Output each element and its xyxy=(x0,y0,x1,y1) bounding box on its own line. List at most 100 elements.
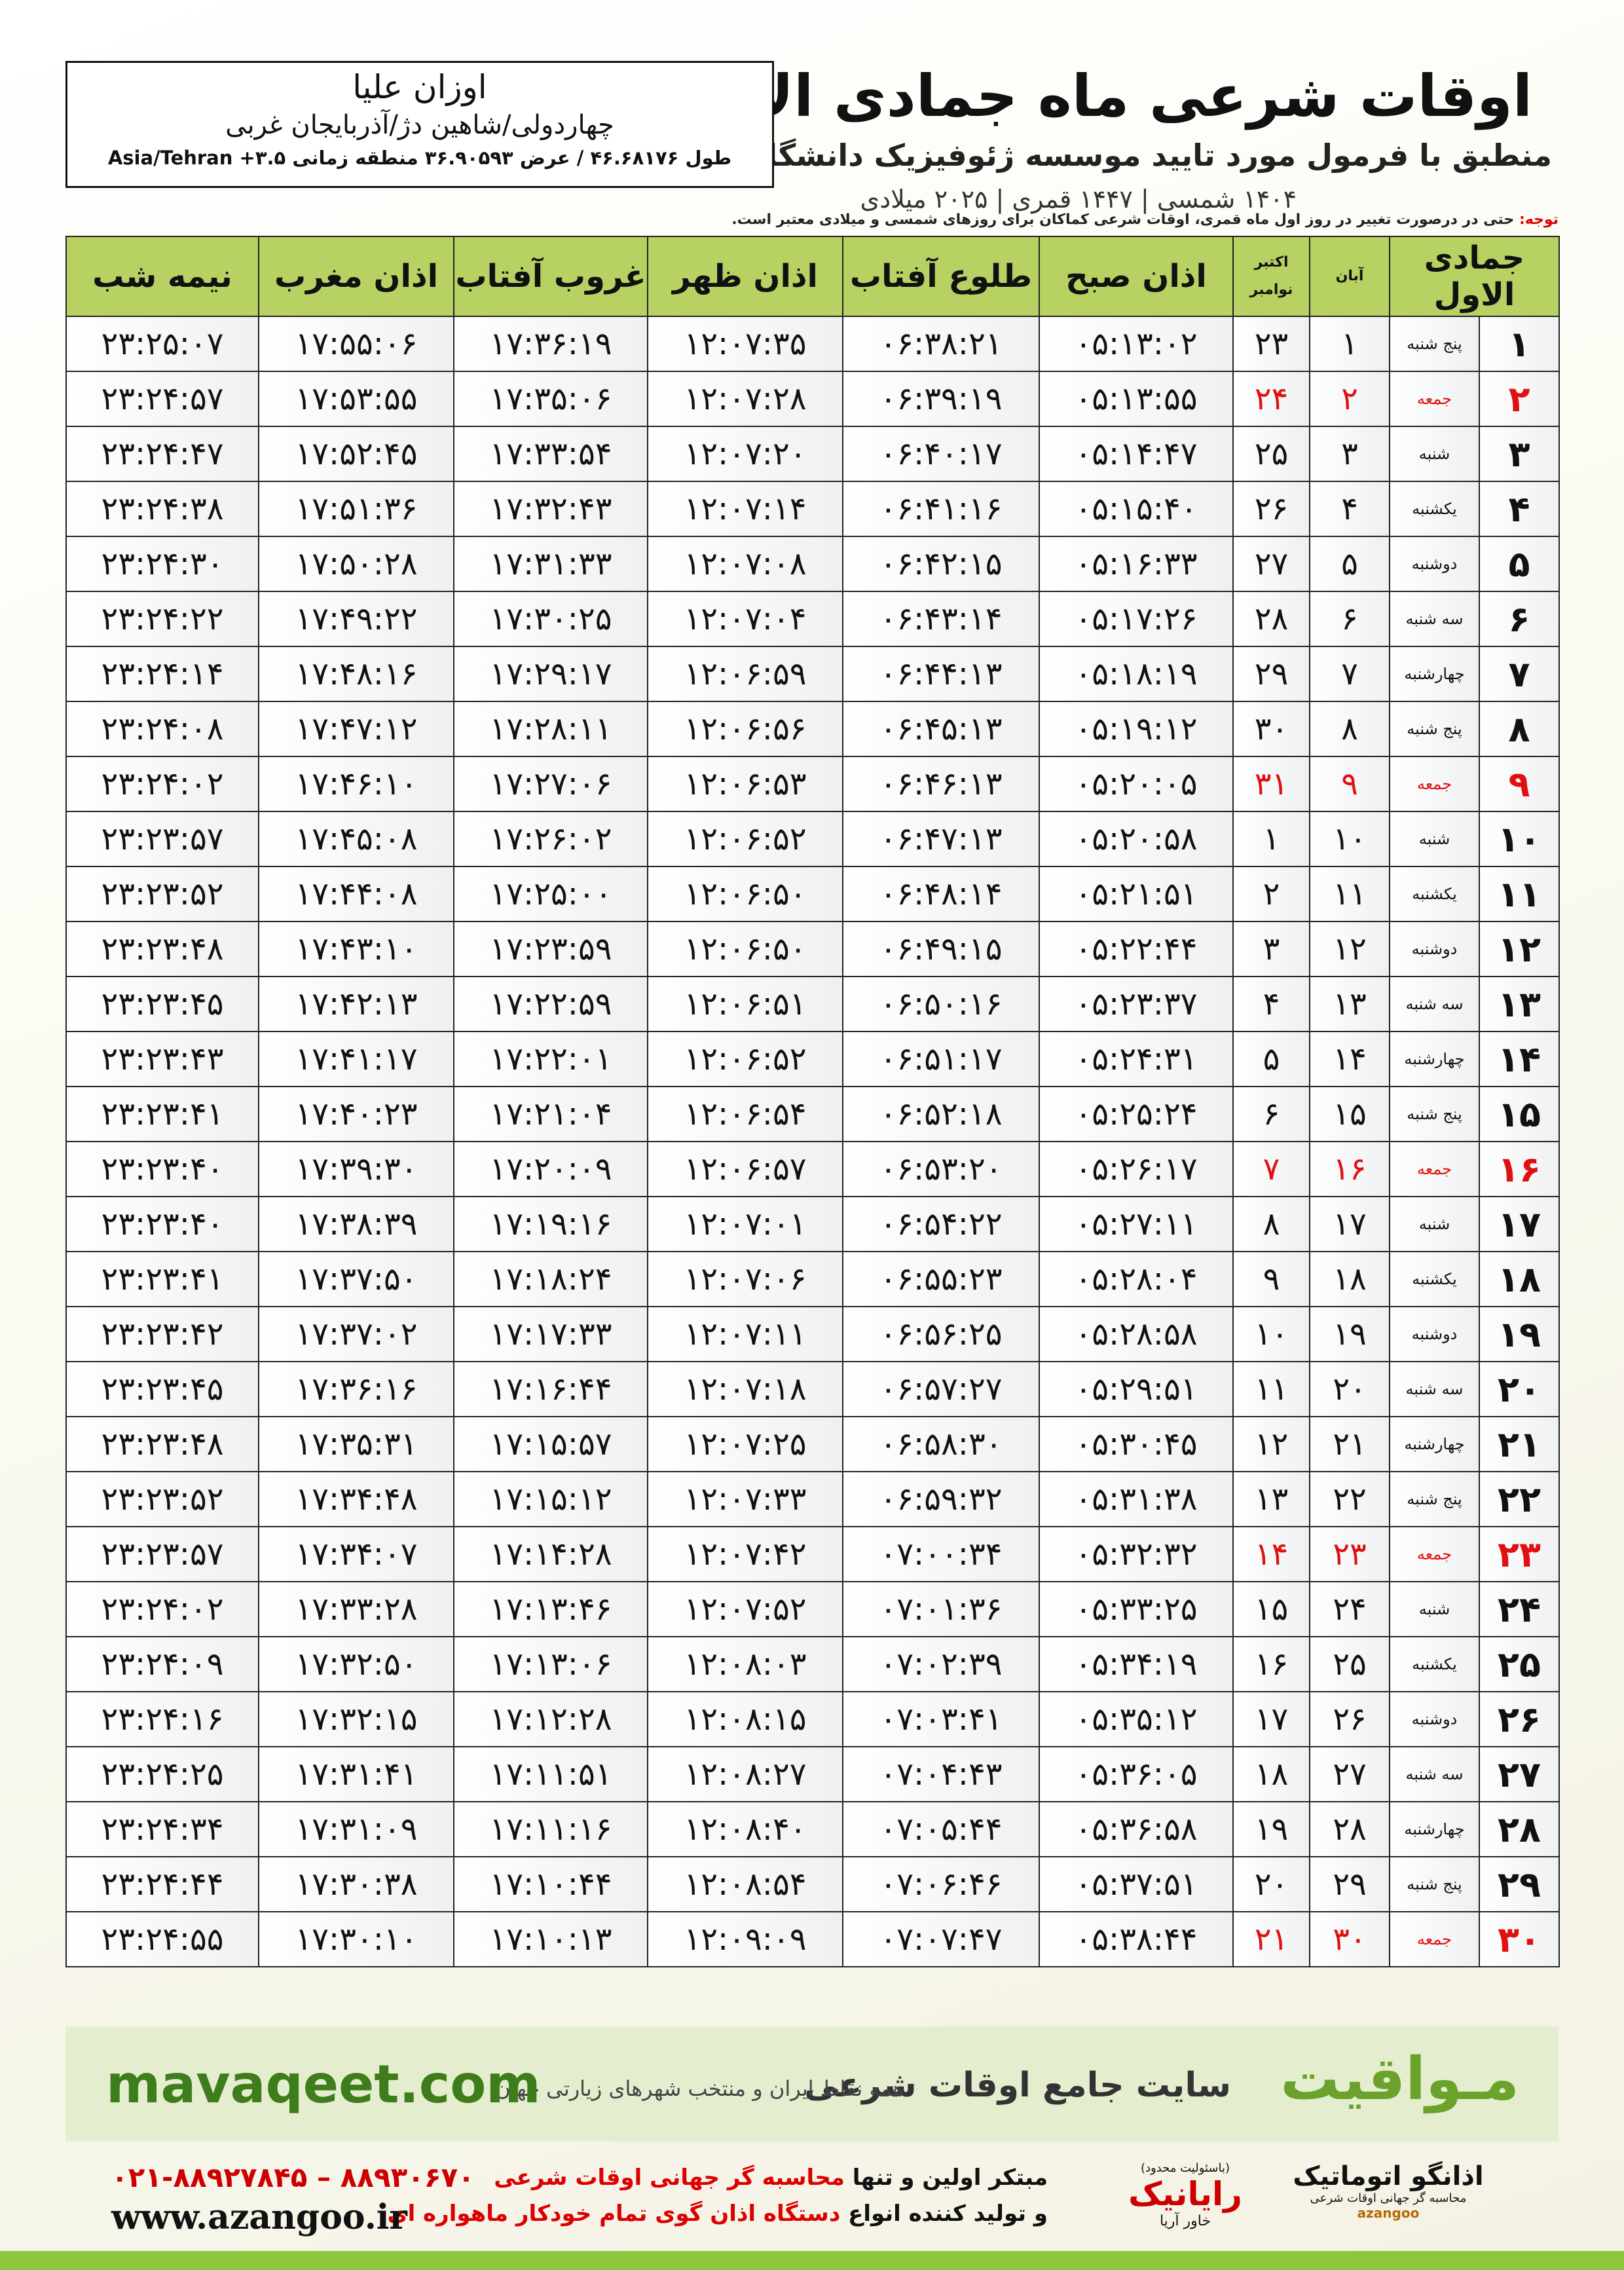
table-cell: ۲۲ xyxy=(1479,1471,1560,1527)
table-cell: ۶ xyxy=(1309,591,1390,647)
table-cell: جمعه xyxy=(1389,1141,1480,1197)
table-cell: ۰۵:۱۵:۴۰ xyxy=(1039,481,1234,537)
table-cell: ۱۲:۰۶:۵۲ xyxy=(647,1031,843,1087)
website[interactable]: www.azangoo.ir xyxy=(111,2197,407,2237)
table-cell: ۲۳ xyxy=(1232,316,1310,372)
table-cell: ۰۵:۱۳:۰۲ xyxy=(1039,316,1234,372)
table-cell: ۲۳:۲۴:۰۲ xyxy=(65,1581,259,1637)
table-cell: ۱۰ xyxy=(1309,811,1390,867)
table-row: ۵ دوشنبه ۵ ۲۷ ۰۵:۱۶:۳۳ ۰۶:۴۲:۱۵ ۱۲:۰۷:۰۸ ۱۷:۳۱:… xyxy=(65,536,1560,592)
table-cell: ۰۶:۵۵:۲۳ xyxy=(842,1251,1040,1307)
table-cell: ۰۶:۴۶:۱۳ xyxy=(842,756,1040,812)
table-cell: ۱۲ xyxy=(1309,921,1390,977)
table-cell: ۵ xyxy=(1232,1031,1310,1087)
region: چهاردولی/شاهین دژ/آذربایجان غربی xyxy=(225,110,614,140)
table-cell: ۱۷ xyxy=(1232,1691,1310,1747)
table-row: ۲۲ پنج شنبه ۲۲ ۱۳ ۰۵:۳۱:۳۸ ۰۶:۵۹:۳۲ ۱۲:۰۷:۳۳ ۱۷… xyxy=(65,1471,1560,1527)
table-cell: چهارشنبه xyxy=(1389,1801,1480,1857)
table-row: ۱۳ سه شنبه ۱۳ ۴ ۰۵:۲۳:۳۷ ۰۶:۵۰:۱۶ ۱۲:۰۶:۵۱ ۱۷:۲… xyxy=(65,976,1560,1032)
table-cell: ۱۷:۵۳:۵۵ xyxy=(258,371,454,427)
table-cell: ۱۹ xyxy=(1232,1801,1310,1857)
table-cell: ۰۶:۵۶:۲۵ xyxy=(842,1306,1040,1362)
table-cell: ۹ xyxy=(1479,756,1560,812)
table-row: ۲۱ چهارشنبه ۲۱ ۱۲ ۰۵:۳۰:۴۵ ۰۶:۵۸:۳۰ ۱۲:۰۷:۲۵ ۱۷… xyxy=(65,1416,1560,1472)
table-cell: ۰۶:۵۱:۱۷ xyxy=(842,1031,1040,1087)
note-label: توجه: xyxy=(1519,212,1559,228)
table-cell: ۱۷:۱۵:۵۷ xyxy=(453,1416,648,1472)
table-cell: ۲۳:۲۳:۴۰ xyxy=(65,1196,259,1252)
table-cell: ۲۳:۲۳:۵۷ xyxy=(65,811,259,867)
table-cell: ۰۶:۴۵:۱۳ xyxy=(842,701,1040,757)
table-row: ۳ شنبه ۳ ۲۵ ۰۵:۱۴:۴۷ ۰۶:۴۰:۱۷ ۱۲:۰۷:۲۰ ۱۷:۳۳:۵۴… xyxy=(65,426,1560,482)
table-cell: ۲۳:۲۳:۴۱ xyxy=(65,1251,259,1307)
table-cell: ۰۶:۴۴:۱۳ xyxy=(842,646,1040,702)
table-cell: ۰۶:۴۲:۱۵ xyxy=(842,536,1040,592)
table-cell: ۰۶:۵۹:۳۲ xyxy=(842,1471,1040,1527)
table-cell: ۲۶ xyxy=(1309,1691,1390,1747)
table-cell: جمعه xyxy=(1389,371,1480,427)
table-row: ۶ سه شنبه ۶ ۲۸ ۰۵:۱۷:۲۶ ۰۶:۴۳:۱۴ ۱۲:۰۷:۰۴ ۱۷:۳۰… xyxy=(65,591,1560,647)
table-cell: پنج شنبه xyxy=(1389,1086,1480,1142)
table-cell: ۲۳:۲۳:۴۵ xyxy=(65,1361,259,1417)
table-cell: ۲۳:۲۴:۰۲ xyxy=(65,756,259,812)
banner-slogan: سایت جامع اوقات شرعی xyxy=(804,2066,1231,2105)
table-cell: ۱۲:۰۶:۵۱ xyxy=(647,976,843,1032)
table-cell: ۲۸ xyxy=(1479,1801,1560,1857)
table-cell: ۲۳:۲۳:۴۲ xyxy=(65,1306,259,1362)
table-cell: ۰۶:۴۷:۱۳ xyxy=(842,811,1040,867)
table-cell: سه شنبه xyxy=(1389,591,1480,647)
table-cell: ۱۷:۴۹:۲۲ xyxy=(258,591,454,647)
table-cell: ۱۲:۰۶:۵۰ xyxy=(647,921,843,977)
banner-url[interactable]: mavaqeet.com xyxy=(106,2054,541,2115)
table-cell: یکشنبه xyxy=(1389,866,1480,922)
table-cell: ۰۶:۴۰:۱۷ xyxy=(842,426,1040,482)
table-cell: ۱۲:۰۶:۵۲ xyxy=(647,811,843,867)
table-cell: ۱۷:۱۳:۴۶ xyxy=(453,1581,648,1637)
brand-note: (باسئولیت محدود) xyxy=(1140,2161,1230,2175)
table-row: ۳۰ جمعه ۳۰ ۲۱ ۰۵:۳۸:۴۴ ۰۷:۰۷:۴۷ ۱۲:۰۹:۰۹ ۱۷:۱۰:… xyxy=(65,1911,1560,1967)
table-cell: ۱۷ xyxy=(1479,1196,1560,1252)
table-cell: ۳۱ xyxy=(1232,756,1310,812)
table-cell: ۸ xyxy=(1232,1196,1310,1252)
table-cell: شنبه xyxy=(1389,1196,1480,1252)
header-cell: اذان صبح xyxy=(1039,236,1234,317)
table-cell: ۱۹ xyxy=(1309,1306,1390,1362)
table-cell: ۲۴ xyxy=(1309,1581,1390,1637)
table-cell: ۰۷:۰۲:۳۹ xyxy=(842,1636,1040,1692)
table-cell: ۸ xyxy=(1309,701,1390,757)
table-cell: ۱۳ xyxy=(1309,976,1390,1032)
table-cell: ۱۷ xyxy=(1309,1196,1390,1252)
table-cell: ۱۲:۰۶:۵۰ xyxy=(647,866,843,922)
table-cell: ۰۵:۳۸:۴۴ xyxy=(1039,1911,1234,1967)
table-cell: ۵ xyxy=(1479,536,1560,592)
table-cell: ۴ xyxy=(1479,481,1560,537)
table-cell: ۲۳:۲۵:۰۷ xyxy=(65,316,259,372)
table-cell: ۰۵:۱۸:۱۹ xyxy=(1039,646,1234,702)
table-cell: ۱۷:۲۶:۰۲ xyxy=(453,811,648,867)
table-cell: ۲۱ xyxy=(1479,1416,1560,1472)
table-cell: ۱۷:۲۸:۱۱ xyxy=(453,701,648,757)
table-cell: ۰۵:۳۴:۱۹ xyxy=(1039,1636,1234,1692)
table-cell: ۱۷:۵۵:۰۶ xyxy=(258,316,454,372)
table-row: ۹ جمعه ۹ ۳۱ ۰۵:۲۰:۰۵ ۰۶:۴۶:۱۳ ۱۲:۰۶:۵۳ ۱۷:۲۷:۰۶… xyxy=(65,756,1560,812)
table-cell: ۲۳:۲۴:۴۷ xyxy=(65,426,259,482)
brand-logo: اذانگو اتوماتیک محاسبه گر جهانی اوقات شر… xyxy=(1283,2161,1493,2221)
brand-sub: محاسبه گر جهانی اوقات شرعی xyxy=(1310,2191,1467,2205)
table-cell: ۱۷:۳۰:۱۰ xyxy=(258,1911,454,1967)
brand-latin: azangoo xyxy=(1357,2205,1420,2221)
table-cell: ۲۷ xyxy=(1479,1746,1560,1802)
table-cell: ۰۶:۳۹:۱۹ xyxy=(842,371,1040,427)
table-cell: ۱۷:۳۵:۳۱ xyxy=(258,1416,454,1472)
table-cell: ۱۷:۴۷:۱۲ xyxy=(258,701,454,757)
table-cell: ۳۰ xyxy=(1309,1911,1390,1967)
table-cell: ۰۶:۴۱:۱۶ xyxy=(842,481,1040,537)
table-cell: ۲۶ xyxy=(1479,1691,1560,1747)
table-row: ۱ پنج شنبه ۱ ۲۳ ۰۵:۱۳:۰۲ ۰۶:۳۸:۲۱ ۱۲:۰۷:۳۵ ۱۷:۳… xyxy=(65,316,1560,372)
table-cell: ۰۵:۲۶:۱۷ xyxy=(1039,1141,1234,1197)
table-cell: ۲۳ xyxy=(1479,1526,1560,1582)
table-cell: ۲۱ xyxy=(1309,1416,1390,1472)
brand-sub: خاور آریا xyxy=(1159,2213,1211,2229)
table-cell: ۰۵:۱۹:۱۲ xyxy=(1039,701,1234,757)
table-cell: ۱۷:۱۰:۱۳ xyxy=(453,1911,648,1967)
table-cell: ۱۲:۰۸:۵۴ xyxy=(647,1856,843,1912)
